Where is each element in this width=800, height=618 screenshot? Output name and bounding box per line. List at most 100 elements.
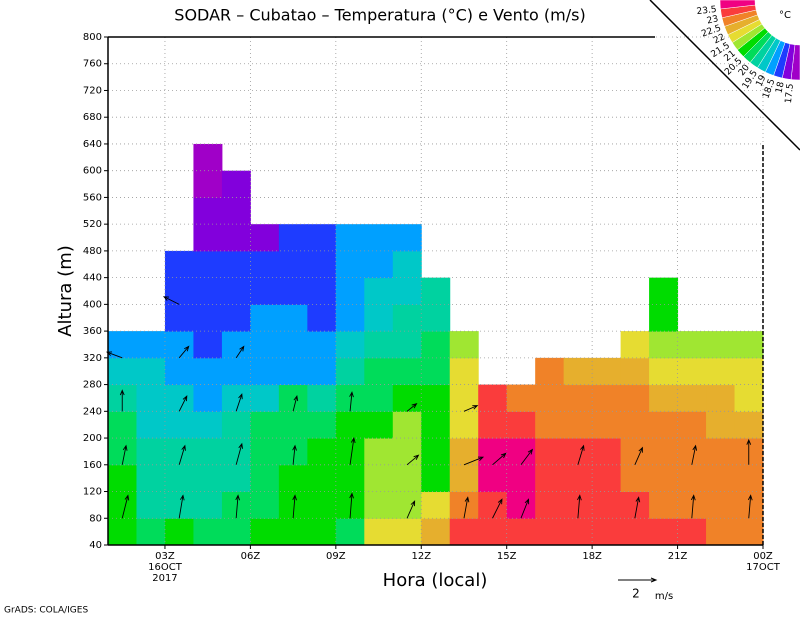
y-tick-label: 520 — [83, 219, 102, 230]
cell — [307, 518, 337, 546]
cell — [734, 518, 764, 546]
cell — [193, 464, 223, 493]
cell — [392, 518, 422, 546]
cell — [421, 304, 451, 332]
cell — [164, 304, 194, 332]
cell — [307, 464, 337, 493]
y-tick-label: 440 — [83, 273, 102, 284]
cell — [108, 518, 137, 546]
cell — [592, 438, 622, 466]
wind-arrow — [235, 442, 243, 465]
cell — [706, 384, 736, 412]
cell — [449, 331, 479, 359]
cell — [563, 518, 593, 546]
x-tick-label: 03Z — [155, 551, 175, 562]
wind-arrow — [235, 494, 241, 519]
cell — [193, 357, 223, 386]
cell — [535, 357, 565, 386]
cell — [364, 491, 394, 519]
wind-arrow — [349, 437, 356, 465]
x-tick-label: 12Z — [411, 551, 431, 562]
cell — [221, 518, 251, 546]
cell — [278, 357, 308, 386]
cell — [335, 357, 365, 386]
cell — [221, 357, 251, 386]
cell — [620, 357, 650, 386]
cell — [706, 464, 736, 493]
cell — [193, 411, 223, 439]
cell — [392, 331, 422, 359]
cell — [307, 491, 337, 519]
cell — [449, 384, 479, 412]
cell — [307, 331, 337, 359]
cell — [649, 384, 679, 412]
y-tick-label: 360 — [83, 326, 102, 337]
cell — [164, 438, 194, 466]
y-tick-label: 240 — [83, 406, 102, 417]
cell — [364, 411, 394, 439]
wind-arrow — [406, 454, 420, 466]
cell — [193, 384, 223, 412]
wind-arrow — [463, 496, 470, 519]
cell — [221, 224, 251, 252]
cell — [164, 277, 194, 305]
legend-unit: °C — [779, 10, 791, 21]
wind-arrow — [235, 345, 245, 359]
wind-arrow — [691, 444, 698, 465]
wind-arrow — [747, 494, 753, 519]
wind-ref-value: 2 — [632, 587, 640, 601]
wind-arrow — [492, 498, 503, 519]
cell — [421, 518, 451, 546]
cell — [193, 518, 223, 546]
y-tick-label: 80 — [89, 513, 102, 524]
cell — [734, 331, 764, 359]
cell — [392, 411, 422, 439]
y-tick-label: 480 — [83, 246, 102, 257]
cell — [307, 411, 337, 439]
cell — [250, 357, 280, 386]
cell — [278, 464, 308, 493]
cell — [535, 518, 565, 546]
wind-arrow — [178, 444, 186, 465]
cell — [535, 384, 565, 412]
wind-arrow — [520, 448, 534, 466]
cell — [307, 224, 337, 252]
y-tick-label: 720 — [83, 85, 102, 96]
wind-arrow — [178, 345, 190, 359]
cell — [108, 464, 137, 493]
cell — [392, 304, 422, 332]
cell — [449, 438, 479, 466]
cell — [421, 491, 451, 519]
y-axis-title: Altura (m) — [55, 245, 76, 337]
y-tick-label: 200 — [83, 433, 102, 444]
cell — [221, 464, 251, 493]
contour-fill — [108, 143, 764, 546]
cell — [364, 518, 394, 546]
y-tick-label: 600 — [83, 166, 102, 177]
legend-level-label: 18 — [774, 81, 786, 95]
cell — [307, 304, 337, 332]
cell — [478, 438, 508, 466]
cell — [307, 357, 337, 386]
y-tick-label: 800 — [83, 32, 102, 43]
cell — [136, 411, 166, 439]
cell — [478, 464, 508, 493]
cell — [478, 411, 508, 439]
cell — [221, 304, 251, 332]
cell — [706, 411, 736, 439]
cell — [250, 277, 280, 305]
y-tick-label: 680 — [83, 112, 102, 123]
cell — [136, 491, 166, 519]
cell — [193, 491, 223, 519]
cell — [649, 357, 679, 386]
cell — [649, 304, 679, 332]
cell — [706, 518, 736, 546]
cell — [706, 331, 736, 359]
x-date-label: 17OCT — [746, 562, 781, 573]
wind-arrow — [292, 444, 297, 465]
legend-level-label: 23.5 — [696, 5, 717, 17]
cell — [250, 384, 280, 412]
cell — [620, 518, 650, 546]
x-tick-label: 21Z — [668, 551, 688, 562]
